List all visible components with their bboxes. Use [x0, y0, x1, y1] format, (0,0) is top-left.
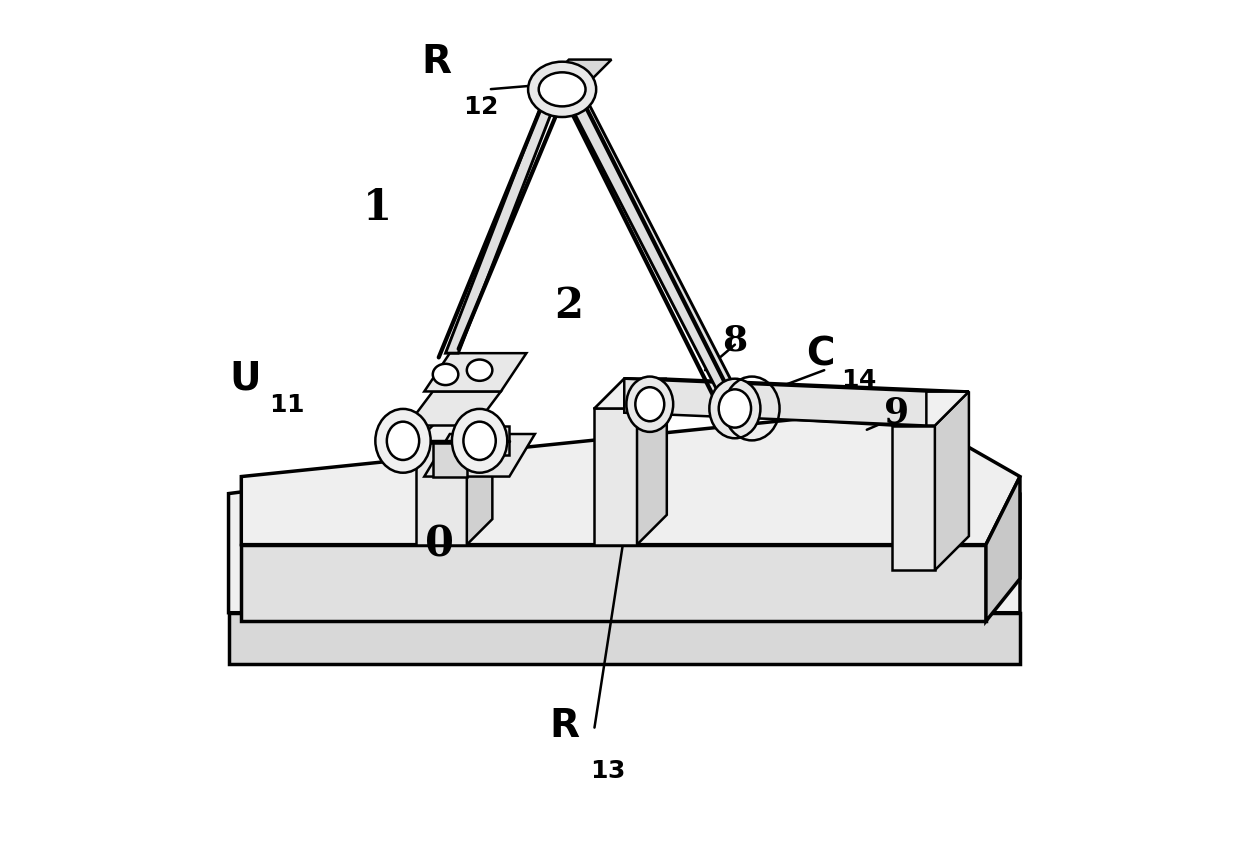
Polygon shape — [228, 408, 1021, 613]
Text: 0: 0 — [425, 523, 454, 566]
Ellipse shape — [433, 364, 459, 385]
Polygon shape — [424, 353, 527, 391]
Polygon shape — [466, 426, 510, 455]
Text: 9: 9 — [884, 396, 909, 430]
Polygon shape — [562, 85, 744, 408]
Polygon shape — [594, 408, 637, 545]
Ellipse shape — [387, 422, 419, 460]
Polygon shape — [415, 417, 492, 443]
Text: $\mathbf{R}$: $\mathbf{R}$ — [422, 43, 453, 81]
Polygon shape — [594, 379, 667, 408]
Polygon shape — [466, 417, 492, 545]
Polygon shape — [624, 379, 926, 426]
Text: 1: 1 — [363, 187, 392, 230]
Ellipse shape — [709, 379, 760, 438]
Ellipse shape — [451, 409, 507, 473]
Text: $\mathbf{U}$: $\mathbf{U}$ — [229, 360, 259, 397]
Polygon shape — [242, 408, 1021, 545]
Polygon shape — [445, 89, 560, 353]
Ellipse shape — [466, 360, 492, 381]
Text: $\mathbf{13}$: $\mathbf{13}$ — [590, 759, 625, 783]
Ellipse shape — [376, 409, 430, 473]
Ellipse shape — [464, 422, 496, 460]
Polygon shape — [228, 613, 1021, 664]
Polygon shape — [433, 443, 466, 477]
Ellipse shape — [538, 72, 585, 106]
Text: 8: 8 — [723, 323, 748, 357]
Text: $\mathbf{R}$: $\mathbf{R}$ — [549, 706, 580, 745]
Text: $\mathbf{14}$: $\mathbf{14}$ — [841, 368, 877, 391]
Text: $\mathbf{C}$: $\mathbf{C}$ — [806, 334, 835, 372]
Polygon shape — [893, 391, 968, 426]
Ellipse shape — [528, 62, 596, 117]
Polygon shape — [935, 391, 968, 570]
Text: $\mathbf{12}$: $\mathbf{12}$ — [463, 95, 497, 119]
Polygon shape — [624, 379, 968, 391]
Polygon shape — [893, 426, 935, 570]
Polygon shape — [407, 391, 501, 426]
Ellipse shape — [626, 376, 673, 432]
Text: 2: 2 — [554, 285, 584, 328]
Polygon shape — [986, 477, 1021, 621]
Polygon shape — [637, 379, 667, 545]
Polygon shape — [543, 60, 611, 85]
Text: $\mathbf{11}$: $\mathbf{11}$ — [269, 393, 305, 417]
Ellipse shape — [719, 390, 751, 427]
Polygon shape — [242, 545, 986, 621]
Polygon shape — [424, 434, 534, 477]
Polygon shape — [415, 443, 466, 545]
Polygon shape — [382, 426, 424, 455]
Ellipse shape — [635, 387, 665, 421]
